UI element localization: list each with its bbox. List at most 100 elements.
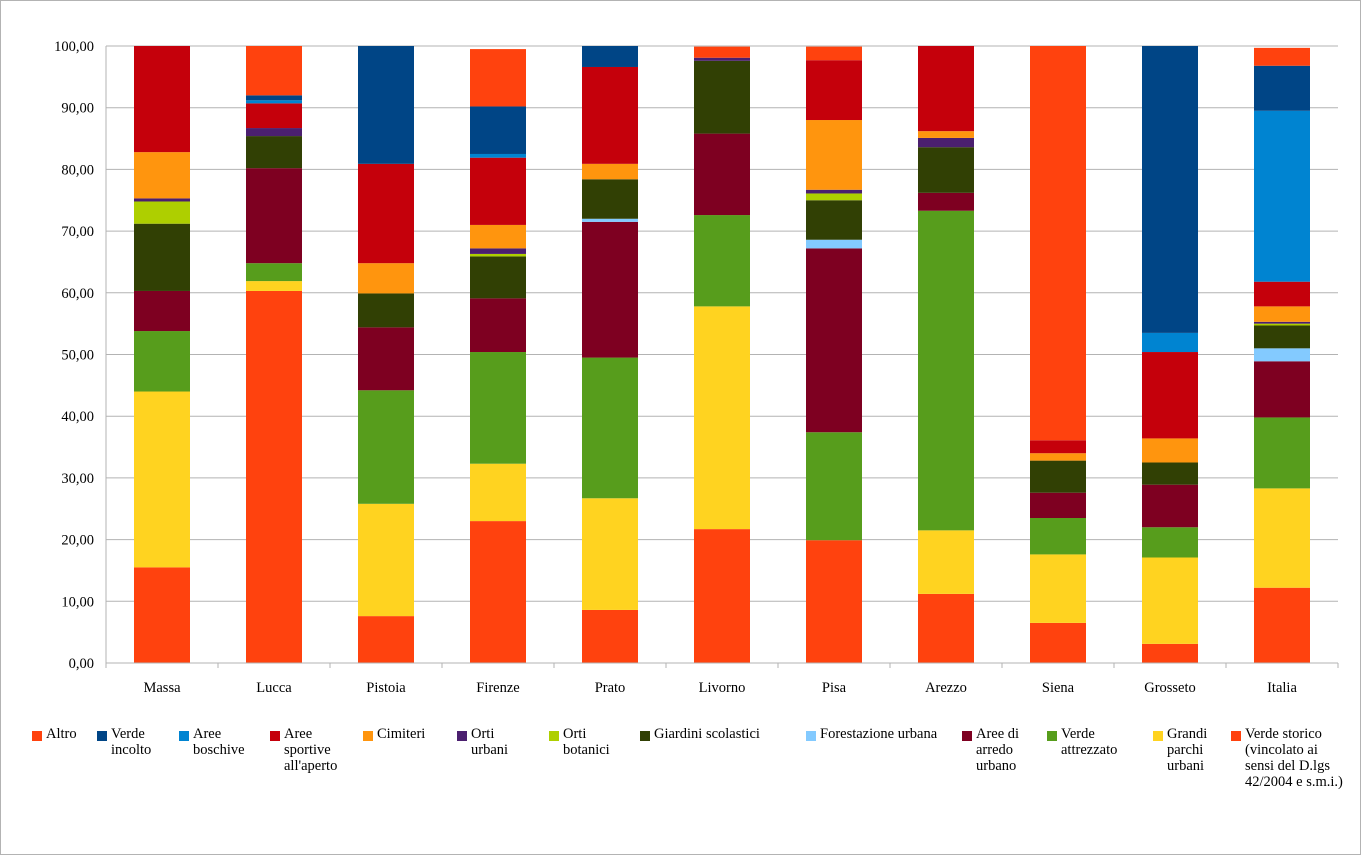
bar-segment [1142, 557, 1198, 644]
bar-segment [918, 192, 974, 211]
legend-swatch-cimiteri [363, 731, 373, 741]
bar-segment [918, 147, 974, 193]
bar-segment [470, 352, 526, 464]
bar-segment [1142, 332, 1198, 353]
y-tick-label: 70,00 [61, 224, 94, 240]
bar-segment [806, 540, 862, 663]
legend-item-orti-urbani: Orti urbani [457, 726, 508, 758]
bar-segment [470, 463, 526, 522]
bar-segment [694, 529, 750, 663]
bar-segment [246, 95, 302, 101]
bar-segment [582, 46, 638, 67]
x-tick-label: Grosseto [1144, 680, 1196, 696]
legend-label-grandi-parchi-urbani: Grandi parchi urbani [1167, 726, 1208, 774]
bar-segment [1030, 453, 1086, 461]
bar-segment [694, 46, 750, 58]
legend-item-verde-incolto: Verde incolto [97, 726, 157, 758]
y-tick-label: 20,00 [61, 533, 94, 549]
legend-item-grandi-parchi-urbani: Grandi parchi urbani [1153, 726, 1213, 774]
bar-segment [1254, 348, 1310, 362]
bar-segment [134, 201, 190, 224]
legend-swatch-grandi-parchi-urbani [1153, 731, 1163, 741]
bar-segment [1254, 281, 1310, 307]
x-tick-label: Prato [595, 680, 626, 696]
bar-segment [1254, 65, 1310, 111]
legend-swatch-aree-arredo-urbano [962, 731, 972, 741]
bar-segment [694, 57, 750, 61]
legend-label-aree-sportive: Aree sportive all'aperto [284, 726, 338, 774]
bar-segment [694, 215, 750, 307]
legend-swatch-verde-attrezzato [1047, 731, 1057, 741]
bar-segment [470, 256, 526, 299]
bar-segment [246, 136, 302, 169]
bar-segment [470, 253, 526, 257]
bar-segment [582, 498, 638, 610]
legend-item-forestazione-urbana: Forestazione urbana [806, 726, 966, 742]
bar-segment [470, 157, 526, 225]
legend: Altro Verde incolto Aree boschive Aree s… [22, 726, 1362, 852]
bar-segment [358, 390, 414, 504]
legend-label-forestazione-urbana: Forestazione urbana [820, 726, 938, 742]
legend-item-verde-storico: Verde storico (vincolato ai sensi del D.… [1231, 726, 1346, 790]
legend-item-aree-boschive: Aree boschive [179, 726, 249, 758]
x-tick-label: Pisa [822, 680, 847, 696]
x-tick-label: Firenze [476, 680, 519, 696]
bar-segment [1030, 554, 1086, 623]
bar-segment [806, 193, 862, 201]
legend-item-giardini-scolastici: Giardini scolastici [640, 726, 810, 742]
bar-segment [582, 163, 638, 180]
legend-swatch-aree-sportive [270, 731, 280, 741]
bar-segment [470, 49, 526, 107]
bar-segment [1254, 306, 1310, 322]
legend-label-giardini-scolastici: Giardini scolastici [654, 726, 760, 742]
legend-swatch-verde-storico [1231, 731, 1241, 741]
bar-segment [470, 248, 526, 254]
bar-segment [1254, 417, 1310, 489]
bar-segment [918, 530, 974, 594]
x-tick-label: Arezzo [925, 680, 967, 696]
bar-segment [134, 152, 190, 199]
bar-segment [470, 224, 526, 249]
bar-segment [134, 223, 190, 291]
bar-segment [694, 306, 750, 530]
bar-segment [134, 198, 190, 202]
bar-segment [1142, 462, 1198, 485]
bar-segment [246, 168, 302, 264]
bar-segment [1254, 321, 1310, 324]
bar-segment [582, 218, 638, 222]
bar-segment [806, 239, 862, 249]
bar-segment [470, 298, 526, 353]
legend-label-orti-botanici: Orti botanici [563, 726, 610, 758]
y-tick-label: 50,00 [61, 348, 94, 364]
bar-segment [582, 221, 638, 358]
bar-segment [134, 567, 190, 663]
bar-segment [582, 357, 638, 499]
bar-segment [1030, 518, 1086, 555]
legend-item-aree-sportive: Aree sportive all'aperto [270, 726, 360, 774]
bar-segment [1254, 488, 1310, 588]
y-tick-label: 80,00 [61, 162, 94, 178]
bar-segment [1142, 643, 1198, 663]
bar-segment [1142, 352, 1198, 439]
legend-item-verde-attrezzato: Verde attrezzato [1047, 726, 1132, 758]
bar-segment [246, 46, 302, 96]
legend-item-cimiteri: Cimiteri [363, 726, 453, 742]
bar-segment [694, 60, 750, 134]
bar-segment [358, 327, 414, 391]
bar-segment [358, 46, 414, 164]
bar-segment [694, 133, 750, 216]
bar-segment [1142, 438, 1198, 463]
bar-segment [1142, 527, 1198, 558]
bar-segment [1030, 46, 1086, 441]
bar-segment [470, 153, 526, 158]
bar-segment [1254, 47, 1310, 66]
bar-segment [1030, 460, 1086, 493]
bar-segment [134, 46, 190, 153]
bar-segment [918, 137, 974, 148]
bar-segment [470, 106, 526, 154]
y-tick-label: 10,00 [61, 594, 94, 610]
bar-segment [806, 189, 862, 194]
bar-segment [582, 179, 638, 219]
legend-item-orti-botanici: Orti botanici [549, 726, 619, 758]
legend-swatch-giardini-scolastici [640, 731, 650, 741]
